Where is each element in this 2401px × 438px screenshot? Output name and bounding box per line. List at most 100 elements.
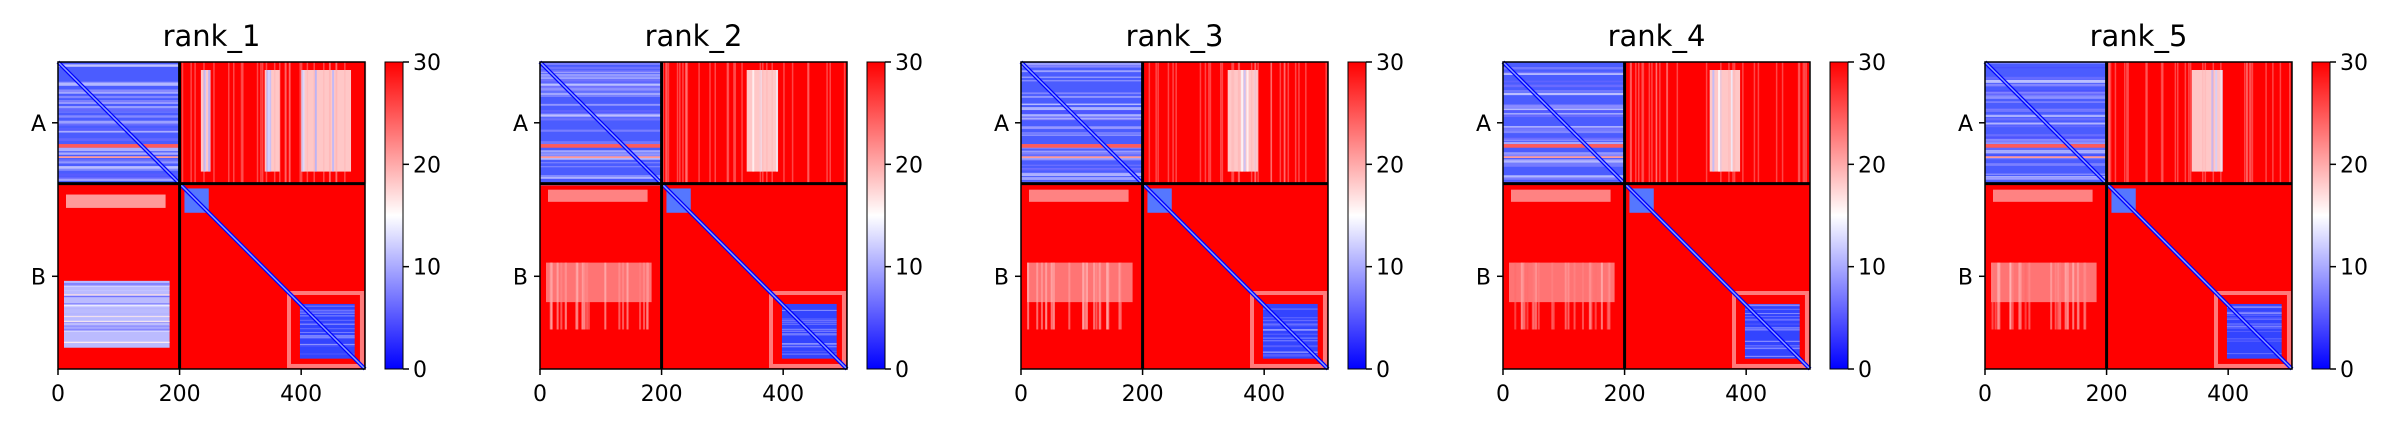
b-to-a-texture — [2050, 262, 2053, 330]
panel-rank_5: rank_5 A B 0 200 400 0 10 20 30 — [1958, 19, 2368, 407]
chain-a-texture — [1985, 147, 2107, 151]
chain-a-texture — [540, 92, 662, 96]
chain-a-texture — [540, 114, 662, 117]
chain-b-domain-texture — [781, 346, 837, 348]
x-tick-label: 400 — [280, 382, 322, 407]
b-to-a-texture — [1589, 262, 1592, 330]
a-to-b-column-detail — [776, 70, 779, 172]
colorbar-tick-label: 10 — [413, 256, 441, 281]
b-to-a-texture — [1998, 262, 2001, 330]
a-to-b-column-detail — [1719, 70, 1722, 172]
chain-a-texture — [540, 175, 662, 177]
a-to-b-column-detail — [1712, 70, 1715, 172]
a-to-b-texture — [1254, 62, 1256, 184]
chain-b-domain-texture — [1262, 351, 1318, 353]
a-to-b-texture — [194, 62, 196, 184]
panel-title: rank_5 — [2090, 19, 2188, 53]
chain-a-texture — [1503, 84, 1625, 88]
chain-a-texture — [540, 66, 662, 70]
chain-b-domain-texture — [299, 336, 355, 338]
b-to-a-block-texture — [64, 294, 170, 296]
chain-b-domain-texture — [781, 334, 837, 336]
b-to-a-texture — [1095, 262, 1098, 330]
b-to-a-texture — [583, 262, 586, 330]
panel-rank_4: rank_4 A B 0 200 400 0 10 20 30 — [1476, 19, 1886, 407]
chain-b-domain-texture — [299, 310, 355, 312]
chain-a-texture — [1985, 173, 2107, 175]
chain-a-texture — [1021, 114, 1143, 117]
chain-a-texture — [1503, 125, 1625, 129]
panel-rank_3: rank_3 A B 0 200 400 0 10 20 30 — [994, 19, 1404, 407]
panel-title: rank_3 — [1126, 19, 1224, 53]
b-to-a-texture — [1606, 262, 1609, 330]
x-tick-label: 200 — [641, 382, 683, 407]
a-to-b-texture — [1208, 62, 1210, 184]
chain-a-texture — [1021, 173, 1143, 177]
a-to-b-texture — [826, 62, 828, 184]
b-to-a-band — [1029, 189, 1129, 202]
chain-b-domain-texture — [1262, 320, 1318, 322]
a-to-b-texture — [1283, 62, 1286, 184]
chain-a-texture — [1985, 108, 2107, 112]
chain-a-texture — [1503, 71, 1625, 74]
b-to-a-texture — [1567, 262, 1570, 330]
a-to-b-texture — [679, 62, 681, 184]
a-to-b-texture — [1629, 62, 1632, 184]
b-to-a-texture — [2054, 262, 2057, 330]
chain-a-texture — [1021, 76, 1143, 78]
chain-a-texture — [58, 169, 180, 171]
y-tick-label: A — [31, 112, 46, 137]
a-to-b-texture — [335, 62, 338, 184]
chain-a-texture — [1985, 150, 2107, 152]
b-to-a-texture — [1050, 262, 1053, 330]
a-to-b-texture — [285, 62, 287, 184]
chain-b-domain-texture — [299, 323, 355, 325]
chain-a-texture — [1021, 117, 1143, 120]
chain-a-texture — [1021, 127, 1143, 130]
a-to-b-texture — [242, 62, 244, 184]
b-to-a-texture — [1082, 262, 1085, 330]
a-to-b-texture — [662, 62, 664, 184]
a-to-b-texture — [1728, 62, 1730, 184]
a-to-b-texture — [783, 62, 785, 184]
chain-b-domain-texture — [299, 305, 355, 307]
chain-a-texture — [1503, 67, 1625, 70]
a-to-b-column-detail — [314, 70, 317, 172]
b-to-a-texture — [1093, 262, 1096, 330]
x-tick-label: 200 — [2086, 382, 2128, 407]
a-to-b-texture — [766, 62, 768, 184]
panel-title: rank_1 — [163, 19, 261, 53]
chain-a-texture — [540, 83, 662, 87]
a-to-b-column-detail — [269, 70, 272, 172]
chain-a-texture — [58, 173, 180, 176]
a-to-b-texture — [1279, 62, 1282, 184]
a-to-b-texture — [2184, 62, 2187, 184]
chain-a-texture — [58, 65, 180, 67]
b-to-a-texture — [581, 262, 584, 330]
chain-a-texture — [1503, 153, 1625, 157]
b-to-a-texture — [1027, 262, 1030, 330]
b-to-a-texture — [2057, 262, 2060, 330]
a-to-b-texture — [300, 62, 303, 184]
b-to-a-texture — [1526, 262, 1529, 330]
chain-a-texture — [1021, 172, 1143, 175]
chain-a-texture — [540, 166, 662, 168]
chain-b-domain-texture — [2226, 325, 2282, 327]
a-to-b-texture — [344, 62, 346, 184]
chain-a-texture — [1503, 137, 1625, 139]
chain-a-texture — [1503, 163, 1625, 165]
x-tick-label: 200 — [1604, 382, 1646, 407]
chain-a-texture — [540, 153, 662, 156]
chain-a-pink-stripe — [1985, 156, 2107, 159]
chain-a-texture — [58, 179, 180, 182]
chain-b-domain-texture — [2226, 338, 2282, 340]
b-to-a-block-texture — [64, 327, 170, 329]
chain-a-texture — [1985, 83, 2107, 86]
chain-b-domain-texture — [781, 321, 837, 323]
chain-b-domain-texture — [2226, 327, 2282, 329]
chain-a-texture — [1021, 95, 1143, 98]
b-to-a-texture — [639, 262, 642, 330]
a-to-b-texture — [323, 62, 325, 184]
b-to-a-texture — [1533, 262, 1536, 330]
colorbar-tick-label: 20 — [1858, 153, 1886, 178]
